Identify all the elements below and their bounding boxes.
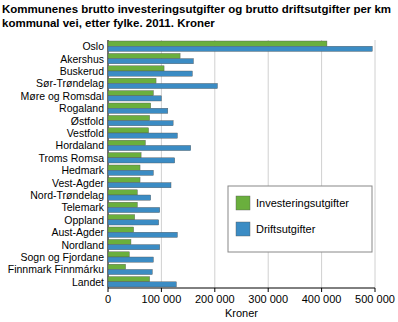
bar [108,145,191,150]
bar [108,59,193,64]
category-label: Hedmark [61,164,104,176]
bar [108,115,150,120]
bar [108,195,151,200]
bar [108,108,168,113]
category-label: Vest-Agder [52,177,104,189]
bar [108,207,160,212]
bar [108,239,131,244]
y-axis [108,40,109,288]
tick-mark [375,288,376,292]
category-label: Vestfold [67,127,105,139]
bar [108,121,173,126]
bar [108,257,153,262]
tick-label: 300 000 [248,293,288,305]
bar [108,53,180,58]
tick-label: 100 000 [142,293,182,305]
tick-mark [161,288,162,292]
title: Kommunenes brutto investeringsutgifter o… [2,2,394,30]
bar [108,91,153,96]
legend-label: Investeringsutgifter [256,197,349,209]
bar [108,245,160,250]
tick-mark [268,288,269,292]
bar [108,277,150,282]
legend [228,186,372,252]
bar [108,232,177,237]
bar [108,220,159,225]
tick-label: 200 000 [195,293,235,305]
legend-swatch [236,196,250,210]
chart: Kommunenes brutto investeringsutgifter o… [0,0,398,322]
category-label: Møre og Romsdal [21,90,104,102]
bar [108,190,137,195]
category-label: Troms Romsa [38,152,104,164]
tick-mark [214,288,215,292]
bar [108,264,126,269]
bar [108,96,161,101]
grid-line [108,40,109,288]
tick-label: 500 000 [355,293,395,305]
bar [108,71,192,76]
tick-label: 0 [105,293,111,305]
bar [108,252,129,257]
bar [108,41,327,46]
axis-label: Kroner [225,307,258,319]
category-label: Landet [72,276,104,288]
bar [108,227,134,232]
grid-line [375,40,376,288]
category-label: Sør-Trøndelag [36,77,104,89]
tick-mark [108,288,109,292]
category-label: Oslo [82,40,104,52]
bar [108,170,153,175]
bar [108,269,152,274]
legend-label: Driftsutgifter [256,223,316,235]
category-label: Sogn og Fjordane [21,251,105,263]
grid-line [161,40,162,288]
bar [108,158,175,163]
bar [108,202,137,207]
category-label: Hordaland [56,139,105,151]
category-label: Østfold [71,115,104,127]
x-axis [108,288,375,289]
bar [108,133,177,138]
bar [108,128,149,133]
category-label: Oppland [64,214,104,226]
bar [108,66,164,71]
bar [108,215,135,220]
tick-label: 400 000 [302,293,342,305]
category-label: Nord-Trøndelag [30,189,104,201]
category-label: Nordland [61,239,104,251]
grid-line [214,40,215,288]
category-label: Aust-Agder [51,226,104,238]
category-label: Buskerud [60,65,105,77]
category-label: Rogaland [59,102,104,114]
bar [108,78,156,83]
category-label: Telemark [61,201,104,213]
category-label: Finnmark Finnmárku [8,263,104,275]
bar [108,153,141,158]
bar [108,183,171,188]
bar [108,83,217,88]
bar [108,46,372,51]
bar [108,140,145,145]
legend-swatch [236,222,250,236]
bar [108,165,140,170]
bar [108,177,140,182]
bar [108,103,151,108]
category-label: Akershus [60,53,104,65]
bar [108,282,176,287]
tick-mark [321,288,322,292]
plot-svg: 0 100 000 200 000 300 000 400 000 500 000 Oslo… [0,0,398,322]
